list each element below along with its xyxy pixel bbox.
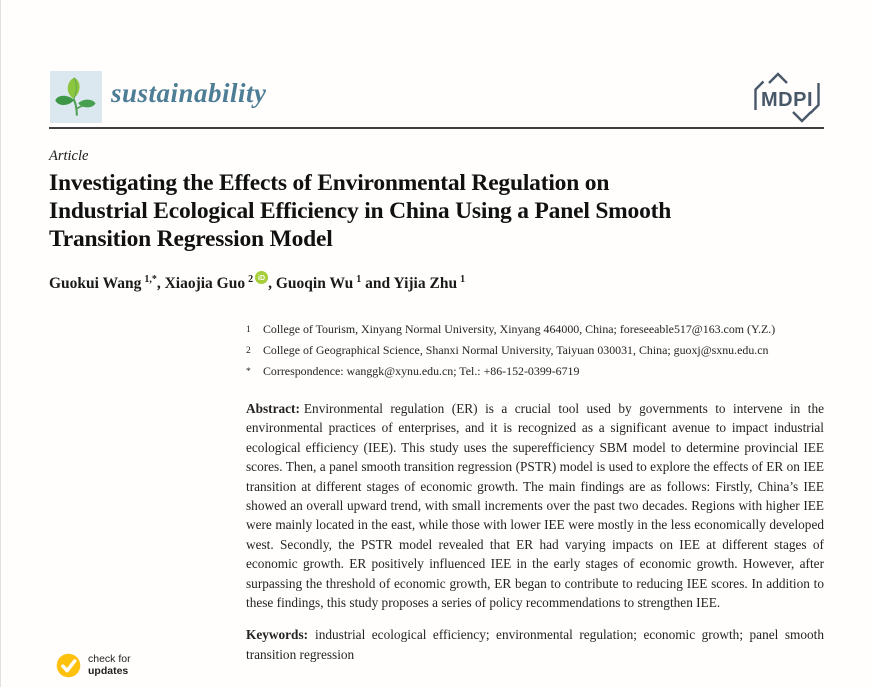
check-for-updates-badge[interactable]: check for updates xyxy=(56,653,131,678)
abstract-label: Abstract: xyxy=(246,401,300,416)
author-separator: , xyxy=(156,275,165,292)
header-divider xyxy=(49,127,824,129)
author-separator: and xyxy=(361,275,394,292)
affiliation-text: College of Geographical Science, Shanxi … xyxy=(263,343,769,357)
author-affiliation-sup: 1 xyxy=(356,273,362,285)
keywords-paragraph: Keywords: industrial ecological efficienc… xyxy=(246,625,824,664)
badge-line2: updates xyxy=(88,664,129,677)
badge-line1: check for xyxy=(88,653,131,665)
affiliations-list: 1 College of Tourism, Xinyang Normal Uni… xyxy=(246,319,824,382)
keywords-text: industrial ecological efficiency; enviro… xyxy=(246,627,824,662)
author-affiliation-sup: 1 xyxy=(460,273,466,285)
author-affiliation-sup: 1,* xyxy=(144,273,157,285)
article-type-label: Article xyxy=(49,148,89,164)
plant-icon xyxy=(55,77,96,116)
svg-text:MDPI: MDPI xyxy=(761,89,813,111)
author-name: Xiaojia Guo 2 xyxy=(164,273,254,292)
article-meta-column: 1 College of Tourism, Xinyang Normal Uni… xyxy=(246,319,824,664)
affiliation-text: College of Tourism, Xinyang Normal Unive… xyxy=(263,322,776,336)
affiliation-item: * Correspondence: wanggk@xynu.edu.cn; Te… xyxy=(246,361,824,382)
authors-line: Guokui Wang 1,*, Xiaojia Guo 2 iD, Guoqin W… xyxy=(49,271,465,293)
title-line: Industrial Ecological Efficiency in Chin… xyxy=(49,198,672,224)
author-name: Guoqin Wu 1 xyxy=(275,273,362,292)
mdpi-logo[interactable]: MDPI xyxy=(748,70,826,126)
author-separator: , xyxy=(268,275,276,292)
abstract-paragraph: Abstract: Environmental regulation (ER) i… xyxy=(246,399,824,612)
affiliation-marker: * xyxy=(246,367,251,377)
journal-name: sustainability xyxy=(111,78,267,108)
svg-text:iD: iD xyxy=(258,275,265,282)
author-name: Guokui Wang 1,* xyxy=(49,273,157,292)
author-name: Yijia Zhu 1 xyxy=(393,273,466,292)
check-circle-icon xyxy=(56,653,81,678)
title-line: Transition Regression Model xyxy=(49,226,333,252)
affiliation-marker: 2 xyxy=(246,346,251,356)
journal-logo[interactable] xyxy=(50,71,102,123)
mdpi-hexagon-icon: MDPI xyxy=(754,72,820,123)
author-affiliation-sup: 2 xyxy=(248,273,254,285)
affiliation-marker: 1 xyxy=(246,325,251,335)
keywords-label: Keywords: xyxy=(246,627,309,643)
abstract-text: Environmental regulation (ER) is a cruci… xyxy=(246,401,824,611)
badge-text: check for updates xyxy=(88,653,131,677)
affiliation-item: 2 College of Geographical Science, Shanx… xyxy=(246,340,824,361)
title-line: Investigating the Effects of Environment… xyxy=(49,170,610,196)
orcid-icon[interactable]: iD xyxy=(255,271,269,289)
affiliation-text: Correspondence: wanggk@xynu.edu.cn; Tel.… xyxy=(263,364,580,378)
affiliation-item: 1 College of Tourism, Xinyang Normal Uni… xyxy=(246,319,824,340)
article-title: Investigating the Effects of Environment… xyxy=(49,169,849,253)
